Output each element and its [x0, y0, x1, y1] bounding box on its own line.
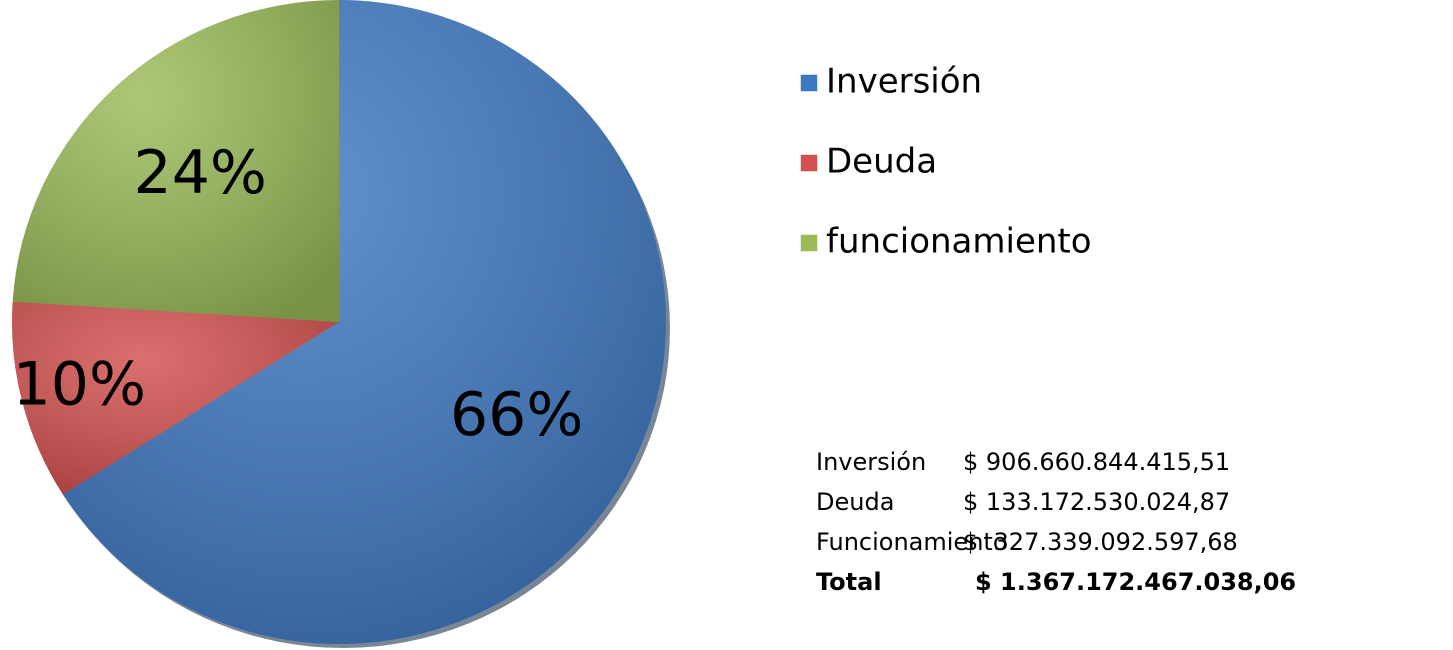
- slice-shade: [12, 301, 340, 495]
- pie: [12, 0, 666, 644]
- slice-shade: [12, 0, 339, 322]
- legend-label: Deuda: [826, 142, 937, 182]
- table-cell: $ 906.660.844.415,51: [963, 448, 1230, 476]
- table-cell: $ 327.339.092.597,68: [963, 528, 1238, 556]
- legend-swatch: [799, 233, 819, 253]
- table-cell: Deuda: [816, 488, 894, 516]
- data-label: 10%: [13, 349, 146, 419]
- data-label: 66%: [450, 380, 583, 450]
- annotations: 66% 10% 24% Inversión Deuda funcionamiento Inv…: [13, 62, 1297, 597]
- legend-label: funcionamiento: [826, 222, 1092, 262]
- slice-shade: [62, 0, 666, 644]
- table-cell: $ 133.172.530.024,87: [963, 488, 1230, 516]
- legend-swatch: [799, 73, 819, 93]
- table-cell: $ 1.367.172.467.038,06: [975, 568, 1296, 596]
- data-label: 24%: [134, 138, 267, 208]
- table-cell: Total: [816, 568, 882, 596]
- legend-label: Inversión: [826, 62, 982, 102]
- table-cell: Funcionamiento: [816, 528, 1008, 556]
- table-cell: Inversión: [816, 448, 926, 476]
- legend-swatch: [799, 153, 819, 173]
